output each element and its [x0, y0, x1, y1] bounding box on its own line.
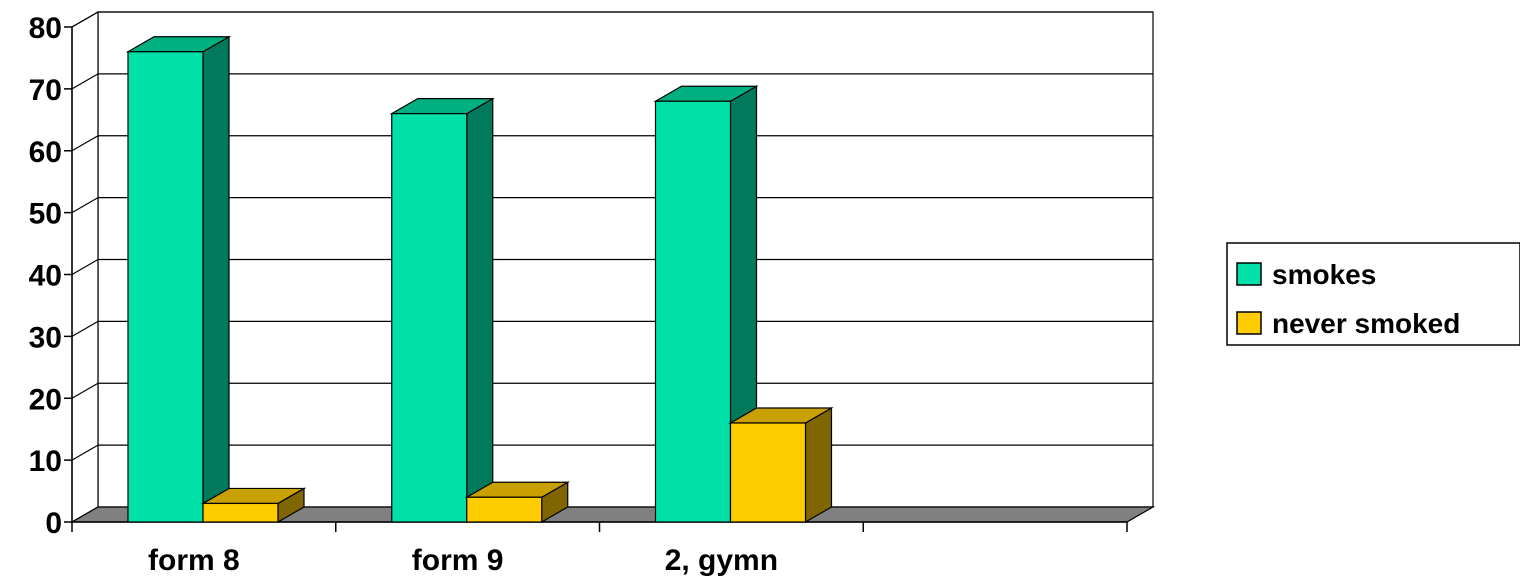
x-label-form-9: form 9: [412, 544, 504, 577]
gridline-side: [71, 382, 99, 399]
bar-never-smoked-form-9: [464, 481, 570, 524]
gridline-side: [71, 444, 99, 461]
legend-label-never-smoked: never smoked: [1272, 308, 1460, 339]
bar-never-smoked-form-8: [200, 487, 307, 524]
gridline-side: [71, 197, 99, 214]
x-label-2-gymn: 2, gymn: [665, 544, 778, 577]
bar-front: [127, 51, 204, 523]
gridline-side: [71, 135, 99, 152]
y-tick-label: 70: [29, 74, 62, 107]
gridlines: [71, 11, 1153, 461]
bars: [125, 35, 834, 524]
x-label-form-8: form 8: [148, 544, 240, 577]
legend-label-smokes: smokes: [1272, 259, 1376, 290]
bar-front: [391, 113, 468, 523]
y-tick-label: 30: [29, 321, 62, 354]
y-tick-label: 60: [29, 136, 62, 169]
legend-box: [1226, 242, 1520, 346]
y-tick-label: 0: [45, 507, 62, 540]
bar-side: [202, 35, 230, 524]
bar-side: [466, 97, 494, 524]
y-tick-label: 80: [29, 12, 62, 45]
gridline-side: [71, 320, 99, 337]
gridline-side: [71, 11, 99, 28]
bar-never-smoked-2-gymn: [728, 406, 834, 524]
x-axis-labels: form 8 form 9 2, gymn: [148, 544, 778, 577]
bar-front: [729, 422, 807, 523]
y-tick-label: 40: [29, 260, 62, 293]
bar-smokes-form-8: [125, 35, 232, 524]
legend-swatch-smokes: [1236, 262, 1262, 286]
bar-front: [466, 496, 543, 523]
y-tick-label: 50: [29, 198, 62, 231]
gridline-side: [71, 73, 99, 90]
bar-front: [202, 502, 279, 523]
legend: smokes never smoked: [1226, 242, 1520, 346]
bar-front: [654, 100, 732, 523]
y-axis-ticks: 0 10 20 30 40 50 60 70 80: [29, 12, 62, 540]
y-tick-label: 20: [29, 383, 62, 416]
legend-swatch-never-smoked: [1236, 311, 1262, 335]
bar-side: [804, 406, 833, 524]
y-tick-label: 10: [29, 445, 62, 478]
gridline-side: [71, 258, 99, 276]
bar-smokes-form-9: [389, 97, 495, 524]
